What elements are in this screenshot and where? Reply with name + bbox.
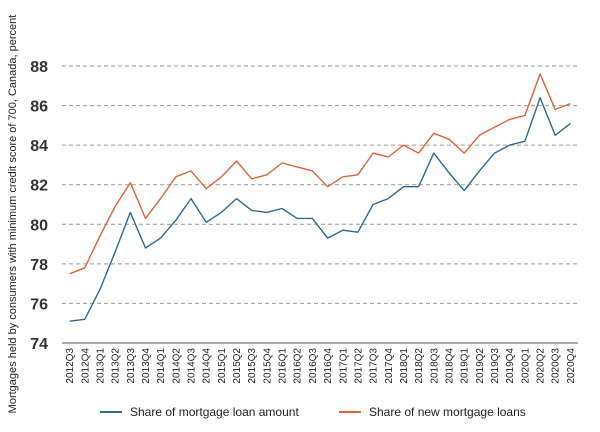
x-tick-label: 2014Q2 <box>171 348 182 384</box>
x-tick-label: 2012Q3 <box>65 348 76 384</box>
x-axis-ticks: 2012Q3 2012Q4 2013Q1 2013Q2 2013Q3 2013Q4 2014… <box>65 348 577 384</box>
y-tick-label: 74 <box>30 336 48 353</box>
x-tick-label: 2018Q2 <box>414 348 425 384</box>
x-tick-label: 2019Q1 <box>460 348 471 384</box>
y-tick-label: 86 <box>30 99 48 116</box>
x-tick-label: 2014Q4 <box>202 348 213 384</box>
x-tick-label: 2017Q3 <box>369 348 380 384</box>
x-tick-label: 2014Q3 <box>187 348 198 384</box>
y-tick-label: 76 <box>30 296 48 313</box>
x-tick-label: 2020Q4 <box>566 348 577 384</box>
legend: Share of mortgage loan amount Share of ne… <box>100 405 526 419</box>
x-tick-label: 2013Q4 <box>141 348 152 384</box>
y-tick-label: 78 <box>30 257 48 274</box>
y-tick-label: 84 <box>30 138 48 155</box>
x-tick-label: 2013Q2 <box>111 348 122 384</box>
x-tick-label: 2019Q4 <box>505 348 516 384</box>
y-tick-label: 88 <box>30 59 48 76</box>
x-tick-label: 2020Q1 <box>520 348 531 384</box>
x-tick-label: 2019Q3 <box>490 348 501 384</box>
x-tick-label: 2014Q1 <box>156 348 167 384</box>
x-tick-label: 2018Q1 <box>399 348 410 384</box>
x-tick-label: 2017Q1 <box>338 348 349 384</box>
x-tick-label: 2016Q2 <box>293 348 304 384</box>
x-tick-label: 2017Q2 <box>353 348 364 384</box>
x-tick-label: 2020Q3 <box>551 348 562 384</box>
x-tick-label: 2015Q4 <box>262 348 273 384</box>
x-tick-label: 2012Q4 <box>80 348 91 384</box>
legend-label: Share of mortgage loan amount <box>130 405 299 419</box>
x-tick-label: 2019Q2 <box>475 348 486 384</box>
x-tick-label: 2015Q2 <box>232 348 243 384</box>
y-tick-label: 80 <box>30 217 48 234</box>
x-tick-label: 2016Q4 <box>323 348 334 384</box>
x-tick-label: 2013Q3 <box>126 348 137 384</box>
y-tick-label: 82 <box>30 178 48 195</box>
x-tick-label: 2013Q1 <box>95 348 106 384</box>
x-tick-label: 2018Q3 <box>429 348 440 384</box>
series-lines <box>69 73 571 322</box>
grid-lines <box>62 65 578 304</box>
x-tick-label: 2015Q3 <box>247 348 258 384</box>
x-tick-label: 2016Q1 <box>278 348 289 384</box>
x-tick-label: 2015Q1 <box>217 348 228 384</box>
series-line-loan-amount <box>69 96 571 322</box>
y-axis-label: Mortgages held by consumers with minimum… <box>7 15 19 414</box>
x-tick-label: 2018Q4 <box>445 348 456 384</box>
legend-label: Share of new mortgage loans <box>369 405 526 419</box>
x-tick-label: 2016Q3 <box>308 348 319 384</box>
y-axis-ticks: 74 76 78 80 82 84 86 88 <box>30 59 48 353</box>
x-tick-label: 2017Q4 <box>384 348 395 384</box>
series-line-new-loans <box>69 73 571 275</box>
x-tick-label: 2020Q2 <box>536 348 547 384</box>
